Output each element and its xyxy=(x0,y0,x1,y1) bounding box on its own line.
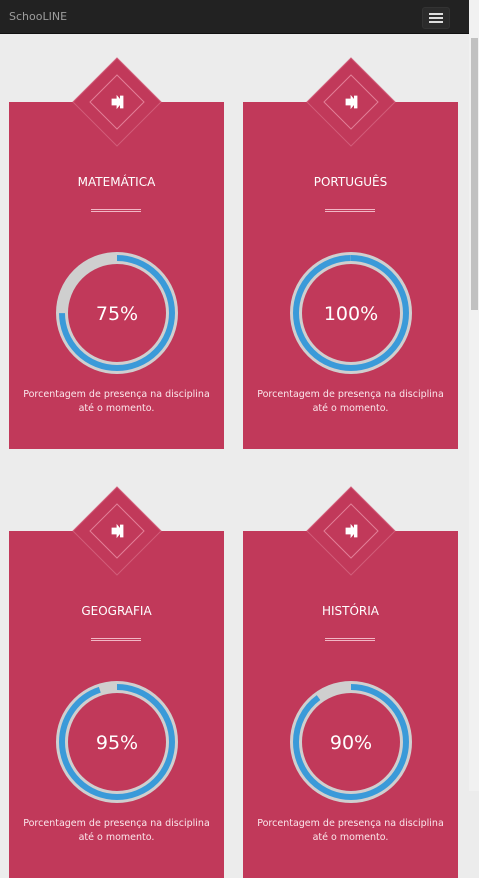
title-divider xyxy=(91,209,141,212)
attendance-ring: 75% xyxy=(56,252,178,374)
sign-in-icon xyxy=(345,94,357,110)
navbar: SchooLINE xyxy=(0,0,469,34)
attendance-arc xyxy=(59,255,175,371)
brand[interactable]: SchooLINE xyxy=(9,10,68,23)
subject-card: GEOGRAFIA 95% Porcentagem de presença na d… xyxy=(9,531,224,878)
attendance-label: 90% xyxy=(330,732,372,754)
attendance-label: 75% xyxy=(96,303,138,325)
sign-in-icon xyxy=(111,523,123,539)
enter-button[interactable] xyxy=(305,56,397,148)
enter-button[interactable] xyxy=(71,56,163,148)
title-divider xyxy=(91,638,141,641)
attendance-arc xyxy=(293,255,409,371)
inner-diamond xyxy=(322,503,379,559)
subject-title: HISTÓRIA xyxy=(321,604,380,618)
title-divider xyxy=(325,209,375,212)
subject-card: MATEMÁTICA 75% Porcentagem de presença na … xyxy=(9,102,224,449)
sign-in-icon xyxy=(111,94,123,110)
menu-toggle[interactable] xyxy=(422,7,450,29)
subject-description: Porcentagem de presença na disciplina at… xyxy=(23,389,210,414)
title-divider xyxy=(325,638,375,641)
sign-in-icon xyxy=(345,523,357,539)
inner-diamond xyxy=(88,503,145,559)
scrollbar xyxy=(469,0,479,791)
attendance-ring: 95% xyxy=(56,681,178,803)
subject-description: Porcentagem de presença na disciplina at… xyxy=(23,818,210,843)
attendance-label: 95% xyxy=(96,732,138,754)
attendance-ring: 100% xyxy=(290,252,412,374)
attendance-ring: 90% xyxy=(290,681,412,803)
attendance-label: 100% xyxy=(324,303,378,325)
scrollbar-thumb[interactable] xyxy=(471,38,478,310)
enter-button[interactable] xyxy=(305,485,397,577)
subject-description: Porcentagem de presença na disciplina at… xyxy=(257,818,444,843)
subject-card: HISTÓRIA 90% Porcentagem de presença na di… xyxy=(243,531,458,878)
inner-diamond xyxy=(88,74,145,130)
inner-diamond xyxy=(322,74,379,130)
subject-card: PORTUGUÊS 100% Porcentagem de presença na … xyxy=(243,102,458,449)
subject-title: GEOGRAFIA xyxy=(81,604,152,618)
subject-title: PORTUGUÊS xyxy=(313,175,388,189)
enter-button[interactable] xyxy=(71,485,163,577)
subject-title: MATEMÁTICA xyxy=(77,175,156,189)
subject-description: Porcentagem de presença na disciplina at… xyxy=(257,389,444,414)
